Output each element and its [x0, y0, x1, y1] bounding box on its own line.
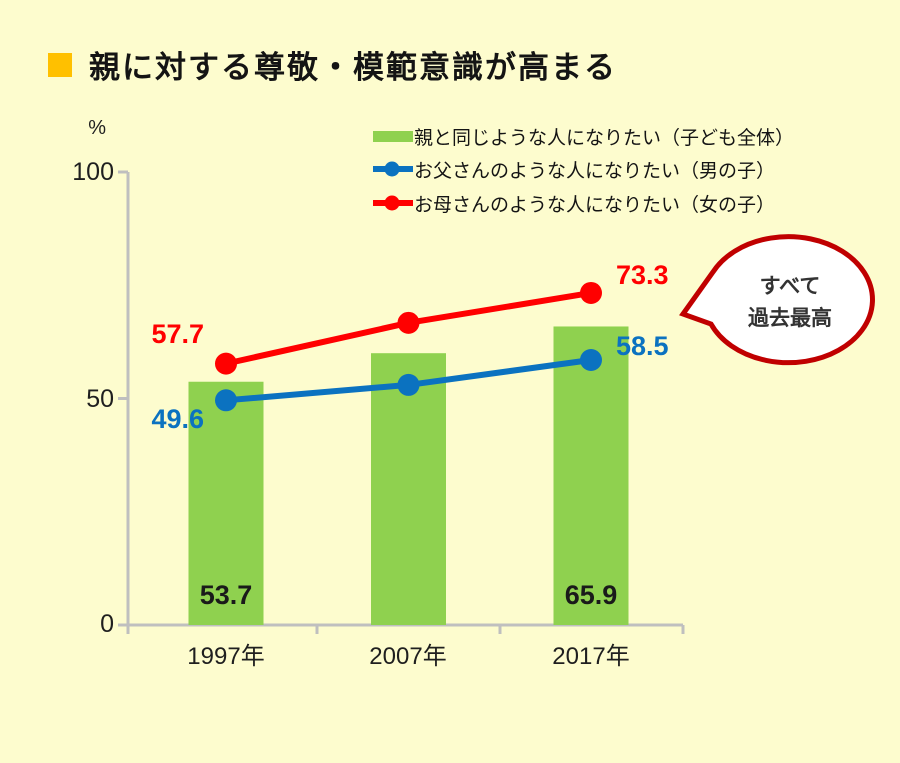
- data-point-2017年: [580, 348, 602, 371]
- line-dot-swatch-icon: [373, 195, 413, 211]
- title-bullet-icon: [48, 52, 72, 77]
- value-label-father-1997: 49.6: [151, 404, 204, 434]
- legend-item-father: お父さんのような人になりたい（男の子）: [373, 154, 775, 184]
- data-point-2017年: [580, 281, 602, 304]
- line-dot-swatch-icon: [373, 161, 413, 177]
- value-label-father-2017: 58.5: [616, 331, 669, 361]
- x-tick-label-2017: 2017年: [552, 643, 630, 670]
- bar-series: [188, 326, 629, 625]
- legend-label-mother: お母さんのような人になりたい（女の子）: [414, 194, 776, 216]
- data-point-2007年: [397, 373, 420, 396]
- x-tick-label-1997: 1997年: [187, 643, 265, 670]
- value-label-mother-1997: 57.7: [151, 319, 204, 349]
- bar-2017年: [553, 326, 629, 625]
- y-tick-label-50: 50: [86, 385, 114, 413]
- page-title: 親に対する尊敬・模範意識が高まる: [89, 50, 617, 85]
- y-tick-label-100: 100: [72, 158, 114, 186]
- bar-2007年: [371, 353, 446, 625]
- legend-label-bar: 親と同じような人になりたい（子ども全体）: [414, 127, 795, 149]
- value-label-bar-2017: 65.9: [564, 580, 618, 610]
- data-point-2007年: [397, 311, 420, 334]
- value-label-mother-2017: 73.3: [616, 260, 669, 290]
- data-point-1997年: [215, 352, 237, 375]
- x-tick-label-2007: 2007年: [369, 643, 447, 670]
- speech-bubble-text-line2: 過去最高: [748, 307, 832, 330]
- value-label-bar-1997: 53.7: [199, 580, 253, 610]
- data-point-1997年: [215, 389, 237, 412]
- legend-item-mother: お母さんのような人になりたい（女の子）: [373, 188, 775, 218]
- title-row: 親に対する尊敬・模範意識が高まる: [48, 42, 617, 87]
- y-tick-label-0: 0: [100, 610, 114, 638]
- bar-swatch-icon: [373, 131, 413, 142]
- legend-item-bar: 親と同じような人になりたい（子ども全体）: [373, 121, 794, 151]
- legend-label-father: お父さんのような人になりたい（男の子）: [414, 160, 776, 182]
- line-series: [215, 281, 602, 412]
- speech-bubble-text-line1: すべて: [759, 275, 821, 298]
- bar-1997年: [188, 381, 264, 625]
- speech-bubble-shape: [679, 234, 875, 366]
- y-axis-unit-label: %: [88, 117, 106, 139]
